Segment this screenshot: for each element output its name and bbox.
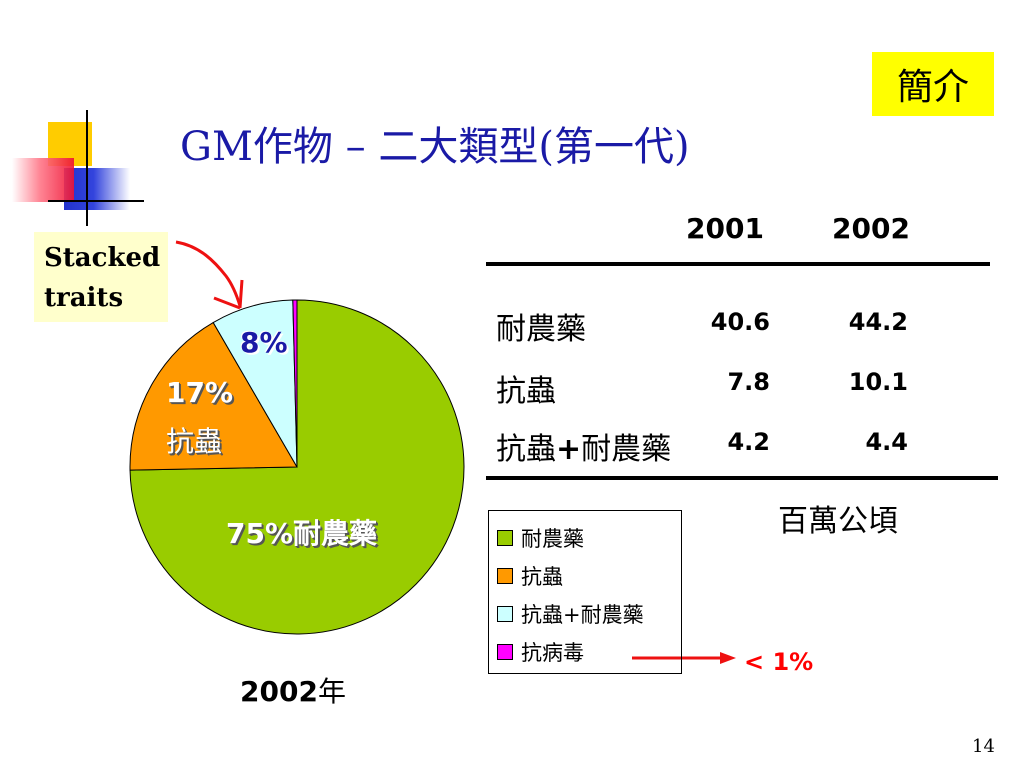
table-unit: 百萬公頃 xyxy=(778,504,898,539)
page-number: 14 xyxy=(972,736,995,757)
intro-badge: 簡介 xyxy=(872,52,994,116)
table-header-2002: 2002 xyxy=(832,212,910,245)
chart-legend: 耐農藥 抗蟲 抗蟲+耐農藥 抗病毒 xyxy=(488,510,682,674)
table-top-rule xyxy=(486,262,990,266)
legend-item: 耐農藥 xyxy=(489,519,681,557)
legend-swatch xyxy=(497,606,513,622)
legend-swatch xyxy=(497,644,513,660)
decor-red-bar xyxy=(12,158,74,202)
pie-label-stacked-pct: 8% xyxy=(240,326,288,359)
table-row-label: 抗蟲 xyxy=(496,374,556,409)
pie-label-herbicide: 75%耐農藥 xyxy=(226,517,378,550)
legend-swatch xyxy=(497,530,513,546)
legend-item: 抗蟲 xyxy=(489,557,681,595)
virus-resistant-note: < 1% xyxy=(744,648,814,676)
table-row-label: 耐農藥 xyxy=(496,312,586,347)
note-arrowhead xyxy=(720,652,736,664)
legend-item: 抗蟲+耐農藥 xyxy=(489,595,681,633)
table-cell: 40.6 xyxy=(710,308,770,336)
decor-vertical-line xyxy=(86,110,88,226)
table-cell: 4.2 xyxy=(727,428,770,456)
pie-slice-virus xyxy=(292,299,298,468)
pie-year-suffix: 年 xyxy=(317,675,346,708)
table-cell: 7.8 xyxy=(727,368,770,396)
legend-label: 抗蟲+耐農藥 xyxy=(521,603,644,627)
pie-label-insect-pct: 17% xyxy=(166,376,234,409)
pie-year-number: 2002 xyxy=(240,675,318,708)
table-cell: 44.2 xyxy=(848,308,908,336)
row-label-part-b: 耐農藥 xyxy=(581,432,672,467)
legend-label: 耐農藥 xyxy=(521,527,584,551)
legend-label: 抗病毒 xyxy=(521,641,584,665)
decor-horizontal-line xyxy=(48,200,144,202)
callout-line-1: Stacked xyxy=(44,243,161,273)
table-cell: 10.1 xyxy=(848,368,908,396)
pie-label-insect-name: 抗蟲 xyxy=(166,425,223,458)
legend-swatch xyxy=(497,568,513,584)
stacked-traits-callout: Stacked traits xyxy=(34,232,168,322)
legend-label: 抗蟲 xyxy=(521,565,563,589)
table-bottom-rule xyxy=(486,476,998,480)
pie-year: 2002年 xyxy=(240,670,346,710)
table-header-2001: 2001 xyxy=(686,212,764,245)
row-label-part-a: 抗蟲 xyxy=(496,432,556,467)
pie-slice-insect xyxy=(129,321,298,471)
pie-slice-herbicide xyxy=(129,299,465,635)
row-label-plus: + xyxy=(556,432,582,467)
legend-item: 抗病毒 xyxy=(489,633,681,671)
pie-slices xyxy=(129,299,465,635)
callout-line-2: traits xyxy=(44,283,124,313)
callout-arrow xyxy=(175,240,242,307)
callout-arrowhead xyxy=(213,279,244,310)
decor-blue-bar xyxy=(64,168,130,210)
slide-title: GM作物 – 二大類型(第一代) xyxy=(180,124,690,170)
table-cell: 4.4 xyxy=(865,428,908,456)
table-row-label: 抗蟲+耐農藥 xyxy=(496,424,671,468)
